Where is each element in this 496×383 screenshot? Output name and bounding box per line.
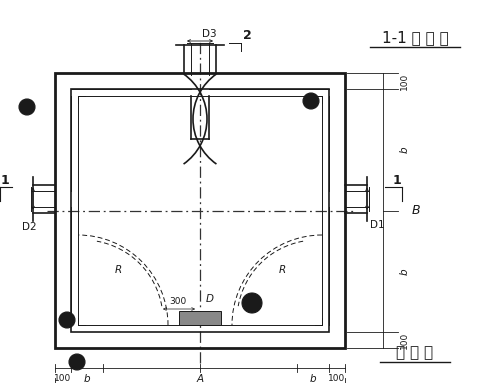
Text: D: D xyxy=(206,294,214,304)
Text: 100: 100 xyxy=(328,374,346,383)
Text: 6: 6 xyxy=(24,102,30,112)
Circle shape xyxy=(242,293,262,313)
Text: 100: 100 xyxy=(400,331,409,349)
Text: 7: 7 xyxy=(74,357,80,367)
Text: 300: 300 xyxy=(169,297,186,306)
Text: 1-1 剖 面 图: 1-1 剖 面 图 xyxy=(381,31,448,46)
Circle shape xyxy=(59,312,75,328)
Text: D1: D1 xyxy=(370,221,384,231)
Text: 1: 1 xyxy=(393,174,401,187)
Circle shape xyxy=(69,354,85,370)
Bar xyxy=(78,96,322,325)
Text: 7: 7 xyxy=(63,315,70,325)
Text: 平 面 图: 平 面 图 xyxy=(396,345,434,360)
Circle shape xyxy=(19,99,35,115)
Text: B: B xyxy=(412,204,421,217)
Circle shape xyxy=(303,93,319,109)
Text: 2: 2 xyxy=(243,29,252,42)
Bar xyxy=(179,311,221,325)
Text: 1: 1 xyxy=(0,174,9,187)
Bar xyxy=(71,89,329,332)
Text: b: b xyxy=(310,374,316,383)
Text: D3: D3 xyxy=(202,29,217,39)
Text: b: b xyxy=(400,268,410,275)
Text: 100: 100 xyxy=(400,72,409,90)
Text: b: b xyxy=(84,374,90,383)
Text: A: A xyxy=(196,374,203,383)
Text: 8: 8 xyxy=(248,298,255,308)
Text: D2: D2 xyxy=(22,223,36,232)
Text: b: b xyxy=(400,146,410,153)
Text: 5: 5 xyxy=(308,96,314,106)
Text: R: R xyxy=(278,265,286,275)
Text: R: R xyxy=(115,265,122,275)
Text: 100: 100 xyxy=(55,374,71,383)
Bar xyxy=(55,73,345,348)
